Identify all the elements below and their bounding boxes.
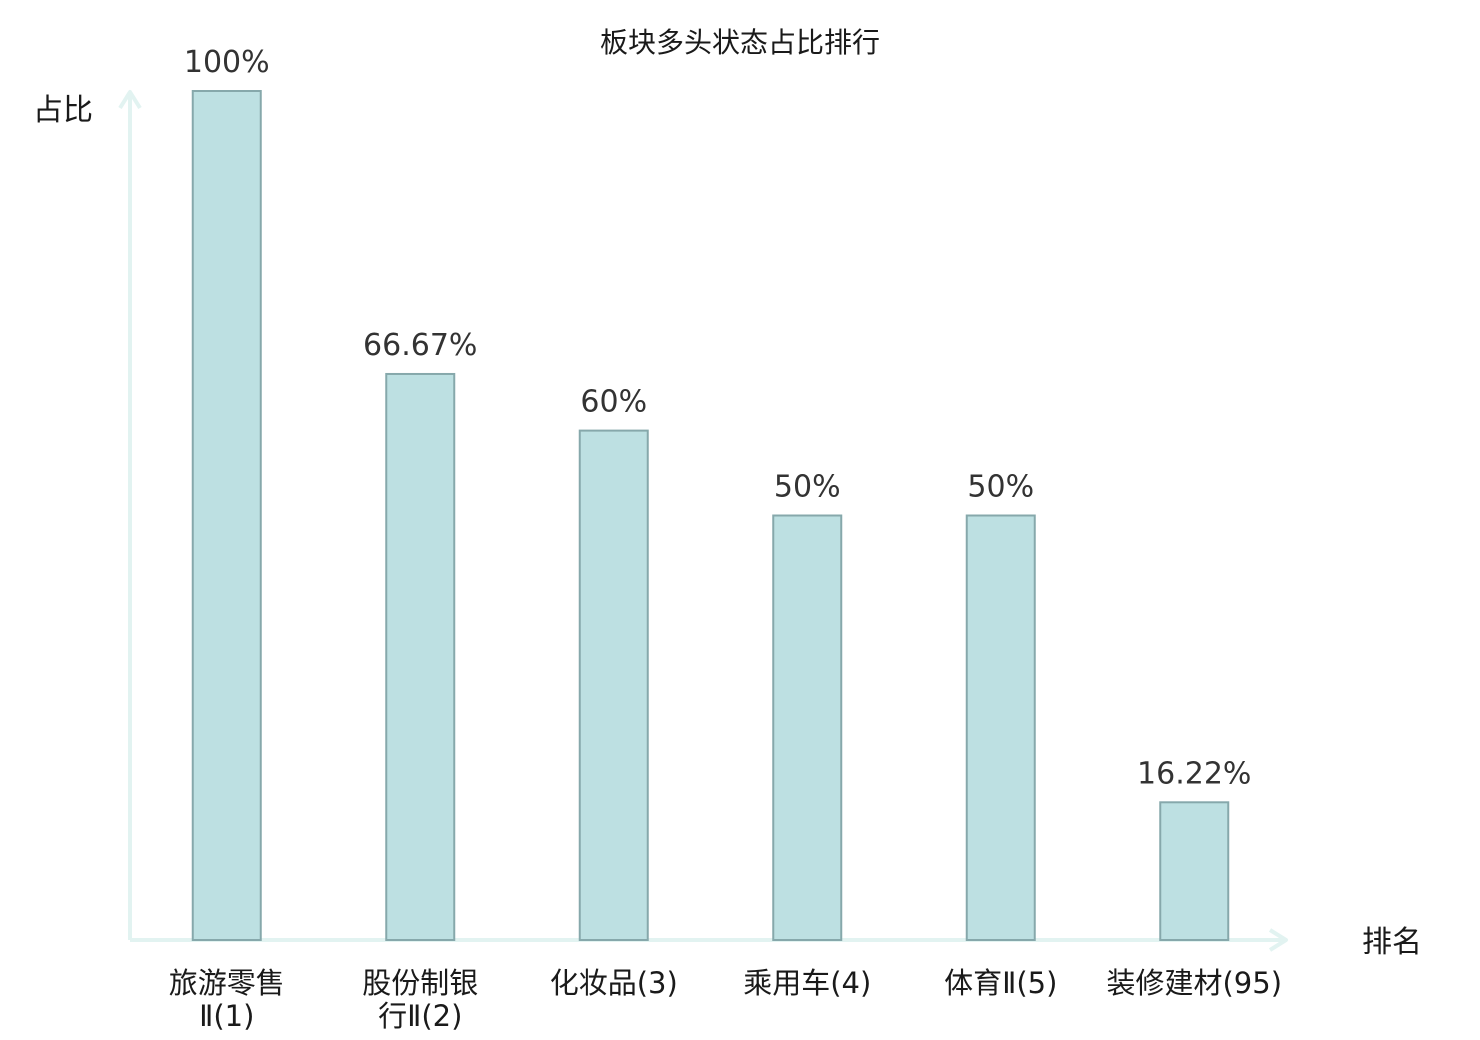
bar — [191, 90, 262, 941]
bar — [578, 429, 649, 941]
bar-value-label: 66.67% — [363, 328, 477, 363]
category-label-line: Ⅱ(1) — [199, 999, 254, 1033]
bars — [191, 90, 1230, 942]
category-label: 装修建材(95) — [1106, 966, 1282, 1000]
category-label-line: 体育Ⅱ(5) — [944, 966, 1057, 1000]
category-label-line: 股份制银 — [362, 966, 478, 1000]
bar — [385, 372, 456, 942]
category-label: 股份制银行Ⅱ(2) — [362, 966, 478, 1033]
bar-value-label: 50% — [967, 470, 1034, 505]
category-label: 化妆品(3) — [550, 966, 678, 1000]
bar — [772, 514, 843, 941]
x-axis-arrow — [1268, 928, 1288, 952]
bar-value-label: 100% — [184, 45, 270, 80]
bar — [965, 514, 1036, 941]
bar-value-label: 60% — [580, 385, 647, 420]
x-axis-label: 排名 — [1362, 925, 1422, 960]
category-label-line: 乘用车(4) — [743, 966, 871, 1000]
category-label: 乘用车(4) — [743, 966, 871, 1000]
axes — [118, 90, 1288, 952]
category-label-line: 装修建材(95) — [1106, 966, 1282, 1000]
category-label-line: 化妆品(3) — [550, 966, 678, 1000]
y-axis-label: 占比 — [33, 93, 93, 128]
bar — [1159, 801, 1230, 941]
value-labels: 100% 66.67% 60% 50% 50% 16.22% — [184, 45, 1252, 791]
chart-title: 板块多头状态占比排行 — [600, 26, 880, 59]
category-label: 旅游零售 Ⅱ(1) — [169, 966, 285, 1033]
category-labels: 旅游零售 Ⅱ(1) 股份制银行Ⅱ(2) 化妆品(3) 乘用车(4) 体育Ⅱ(5) 装修建材(… — [169, 966, 1282, 1033]
category-label: 体育Ⅱ(5) — [944, 966, 1057, 1000]
bar-value-label: 50% — [774, 470, 841, 505]
category-label-line: 旅游零售 — [169, 966, 285, 1000]
bar-value-label: 16.22% — [1137, 756, 1251, 791]
category-label-line: 行Ⅱ(2) — [378, 999, 462, 1033]
y-axis-arrow — [118, 90, 142, 110]
